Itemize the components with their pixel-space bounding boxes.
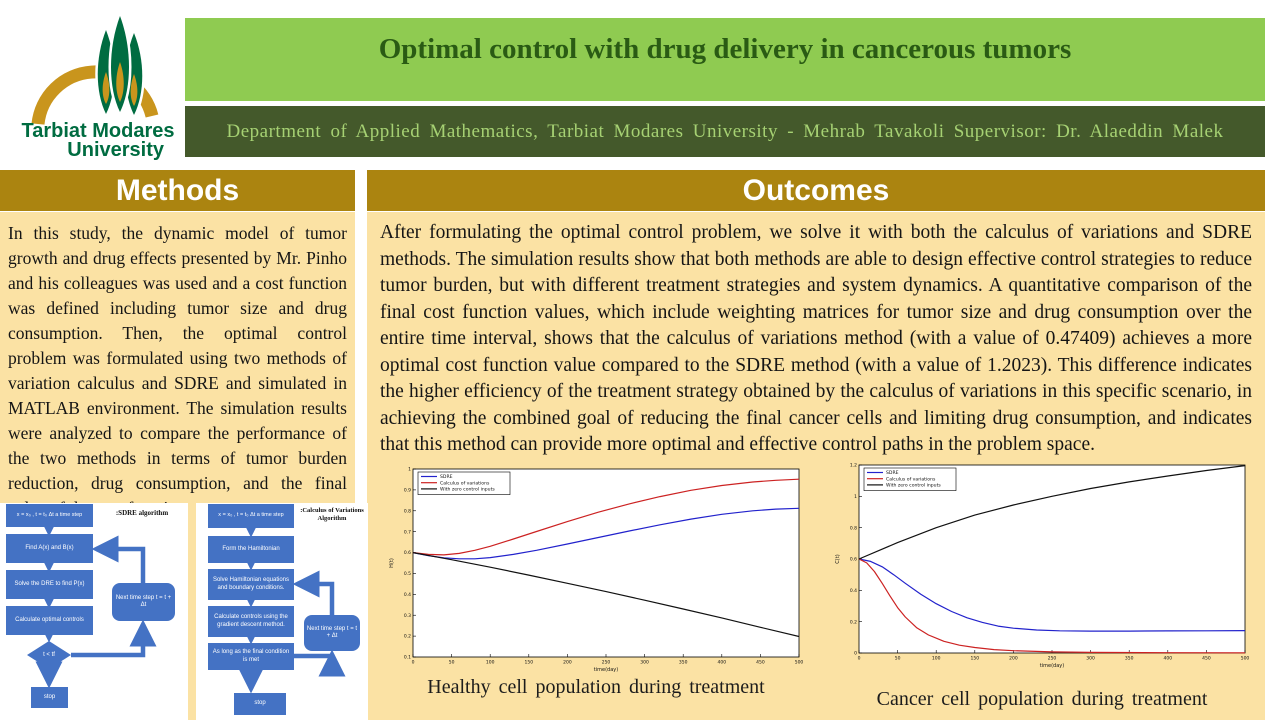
- logo-text-line1: Tarbiat Modares: [22, 120, 175, 142]
- methods-title: Methods: [115, 173, 240, 207]
- svg-text:50: 50: [449, 660, 455, 666]
- sdre-step-stop: stop: [31, 687, 68, 708]
- title-band: Optimal control with drug delivery in ca…: [185, 18, 1265, 101]
- svg-text:400: 400: [718, 660, 727, 666]
- healthy-chart-caption: Healthy cell population during treatment: [427, 676, 765, 698]
- outcomes-section-header: Outcomes: [367, 170, 1265, 211]
- svg-text:0.5: 0.5: [404, 571, 411, 577]
- svg-text:500: 500: [1241, 656, 1250, 662]
- cov-step-next: Next time step t = t + Δt: [304, 615, 360, 651]
- sdre-step-solve: Solve the DRE to find P(x): [6, 570, 93, 599]
- cov-step-form: Form the Hamiltonian: [208, 536, 294, 563]
- svg-text:Calculus of variations: Calculus of variations: [886, 476, 936, 482]
- svg-text:0.2: 0.2: [850, 619, 857, 625]
- outcomes-text: After formulating the optimal control pr…: [380, 222, 1252, 455]
- svg-text:200: 200: [563, 660, 572, 666]
- svg-text:0.2: 0.2: [404, 634, 411, 640]
- poster-subtitle: Department of Applied Mathematics, Tarbi…: [226, 120, 1224, 142]
- svg-text:With zero control inputs: With zero control inputs: [886, 483, 941, 489]
- svg-text:500: 500: [795, 660, 804, 666]
- cancer-cells-chart: 0 50 100 150 200 250 300 350 400 450 500 0 0.2 0.4 0.6…: [835, 463, 1250, 669]
- cancer-chart-caption: Cancer cell population during treatment: [876, 688, 1208, 710]
- methods-section-header: Methods: [0, 170, 355, 211]
- cov-step-cond: As long as the final condition is met: [208, 643, 294, 670]
- sdre-flowchart: x = x₀ , t = t₀ Δt a time step :SDRE alg…: [0, 503, 188, 720]
- sdre-step-cond: t < tf: [43, 652, 55, 658]
- svg-text:With zero control inputs: With zero control inputs: [440, 487, 495, 493]
- svg-text:time(day): time(day): [1040, 663, 1064, 669]
- sdre-flow-arrows-icon: [27, 509, 157, 689]
- methods-text-panel: In this study, the dynamic model of tumo…: [0, 212, 355, 518]
- svg-text:0.7: 0.7: [404, 529, 411, 535]
- logo-cypress-middle-icon: [108, 8, 132, 118]
- svg-text:time(day): time(day): [594, 667, 618, 673]
- svg-text:150: 150: [971, 656, 980, 662]
- sdre-step-init: x = x₀ , t = t₀ Δt a time step: [6, 504, 93, 527]
- logo-text-line2: University: [67, 139, 165, 161]
- svg-text:0.4: 0.4: [404, 592, 411, 598]
- svg-text:250: 250: [602, 660, 611, 666]
- svg-text:SDRE: SDRE: [440, 474, 453, 480]
- sdre-step-calc: Calculate optimal controls: [6, 606, 93, 635]
- sdre-decision-diamond: [27, 641, 71, 669]
- svg-text:1: 1: [408, 467, 411, 473]
- svg-text:350: 350: [1125, 656, 1134, 662]
- healthy-cells-chart: 0 50 100 150 200 250 300 350 400 450 500 0.1 0.2 0.3 0…: [389, 467, 804, 673]
- sdre-step-next: Next time step t = t + Δt: [112, 583, 175, 621]
- svg-text:Calculus of variations: Calculus of variations: [440, 480, 490, 486]
- sdre-flow-title: :SDRE algorithm: [115, 509, 169, 517]
- poster-title: Optimal control with drug delivery in ca…: [378, 33, 1072, 65]
- cov-flow-arrows-icon: [237, 510, 346, 694]
- svg-text:SDRE: SDRE: [886, 470, 899, 476]
- svg-text:1: 1: [854, 494, 857, 500]
- svg-text:0: 0: [854, 651, 857, 657]
- cov-step-stop: stop: [234, 693, 286, 715]
- methods-text: In this study, the dynamic model of tumo…: [8, 223, 347, 518]
- cov-step-solve: Solve Hamiltonian equations and boundary…: [208, 569, 294, 600]
- sdre-step-find: Find A(x) and B(x): [6, 534, 93, 563]
- svg-text:450: 450: [756, 660, 765, 666]
- cov-step-init: x = x₀ , t = t₀ Δt a time step: [208, 504, 294, 528]
- calculus-of-variations-flowchart: x = x₀ , t = t₀ Δt a time step :Calculus…: [196, 503, 368, 720]
- svg-text:1.2: 1.2: [850, 463, 857, 469]
- svg-text:H(t): H(t): [389, 558, 395, 568]
- svg-text:450: 450: [1202, 656, 1211, 662]
- tarbiat-modares-logo-icon: Tarbiat Modares University: [22, 8, 175, 161]
- svg-text:0: 0: [858, 656, 861, 662]
- outcomes-title: Outcomes: [742, 173, 890, 207]
- cov-step-calc: Calculate controls using the gradient de…: [208, 606, 294, 637]
- svg-text:100: 100: [486, 660, 495, 666]
- svg-text:100: 100: [932, 656, 941, 662]
- svg-text:0.3: 0.3: [404, 613, 411, 619]
- svg-text:0.8: 0.8: [404, 508, 411, 514]
- svg-text:150: 150: [525, 660, 534, 666]
- flowcharts-area: x = x₀ , t = t₀ Δt a time step :SDRE alg…: [0, 503, 368, 720]
- svg-text:0.8: 0.8: [850, 525, 857, 531]
- svg-text:0.9: 0.9: [404, 487, 411, 493]
- svg-text:0.1: 0.1: [404, 655, 411, 661]
- svg-text:50: 50: [895, 656, 901, 662]
- svg-text:350: 350: [679, 660, 688, 666]
- svg-text:0.6: 0.6: [404, 550, 411, 556]
- svg-text:0: 0: [412, 660, 415, 666]
- svg-text:0.4: 0.4: [850, 588, 857, 594]
- svg-text:C(t): C(t): [835, 554, 841, 563]
- svg-text:300: 300: [1086, 656, 1095, 662]
- svg-text:200: 200: [1009, 656, 1018, 662]
- subtitle-band: Department of Applied Mathematics, Tarbi…: [185, 106, 1265, 157]
- university-logo: Tarbiat Modares University: [0, 0, 185, 165]
- cov-flow-title: :Calculus of Variations Algorithm: [300, 507, 364, 522]
- svg-text:250: 250: [1048, 656, 1057, 662]
- svg-text:400: 400: [1164, 656, 1173, 662]
- svg-text:300: 300: [640, 660, 649, 666]
- svg-text:0.6: 0.6: [850, 557, 857, 563]
